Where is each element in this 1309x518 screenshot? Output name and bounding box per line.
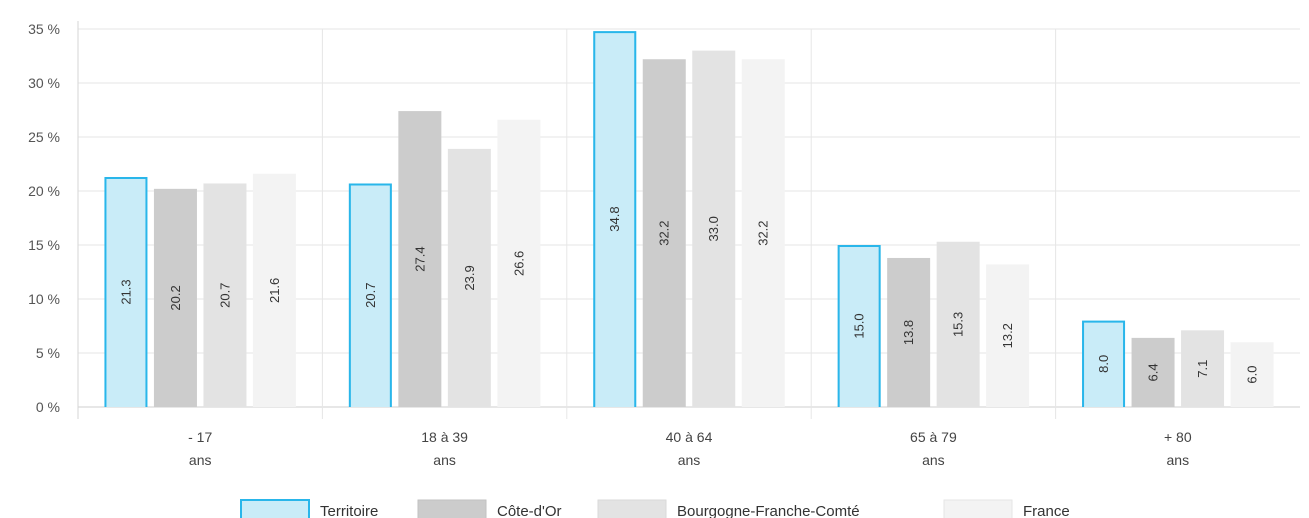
- bar-value-label: 20.7: [363, 283, 378, 308]
- bar-value-label: 6.4: [1146, 363, 1161, 381]
- x-tick-label: 65 à 79: [910, 429, 957, 445]
- bar: [1131, 337, 1175, 407]
- bar-value-label: 32.2: [657, 220, 672, 245]
- bar: [252, 173, 296, 407]
- legend: Territoire Côte-d'Or Bourgogne-Franche-Com…: [240, 499, 1070, 518]
- x-tick-label-unit: ans: [922, 452, 945, 468]
- legend-swatch: [417, 499, 487, 518]
- bar-value-label: 6.0: [1245, 366, 1260, 384]
- x-tick-label: 40 à 64: [666, 429, 713, 445]
- x-axis: - 17 ans 18 à 39 ans 40 à 64 ans 65 à 79 ans + 8…: [188, 429, 1192, 468]
- bar: [837, 245, 881, 407]
- bar: [104, 176, 148, 407]
- y-tick-label: 35 %: [28, 21, 60, 37]
- bar-value-label: 27.4: [412, 246, 427, 271]
- bar-value-label: 23.9: [462, 265, 477, 290]
- bar-value-label: 32.2: [756, 220, 771, 245]
- bar: [348, 183, 392, 407]
- bar: [936, 241, 980, 407]
- x-tick-label-unit: ans: [678, 452, 701, 468]
- legend-label: Côte-d'Or: [497, 503, 562, 518]
- bar: [986, 264, 1030, 407]
- bar-value-label: 26.6: [511, 251, 526, 276]
- y-tick-label: 0 %: [36, 399, 60, 415]
- y-tick-label: 30 %: [28, 75, 60, 91]
- legend-label: Bourgogne-Franche-Comté: [677, 503, 860, 518]
- y-tick-label: 5 %: [36, 345, 60, 361]
- bar-outline: [1082, 320, 1126, 407]
- bar: [398, 111, 442, 407]
- bar-outline: [104, 176, 148, 407]
- bar: [153, 188, 197, 407]
- y-tick-label: 25 %: [28, 129, 60, 145]
- bar: [1230, 342, 1274, 407]
- bar-value-label: 21.3: [118, 279, 133, 304]
- legend-swatch: [240, 499, 310, 518]
- bar: [497, 119, 541, 407]
- x-tick-label-unit: ans: [189, 452, 212, 468]
- bar-value-label: 21.6: [267, 278, 282, 303]
- bar-value-label: 15.3: [951, 312, 966, 337]
- x-tick-label-unit: ans: [433, 452, 456, 468]
- bar: [692, 50, 736, 407]
- x-tick-label-unit: ans: [1167, 452, 1190, 468]
- bar: [642, 59, 686, 408]
- legend-swatch: [597, 499, 667, 518]
- bar-value-label: 8.0: [1096, 355, 1111, 373]
- y-tick-label: 10 %: [28, 291, 60, 307]
- bar-outline: [593, 31, 637, 407]
- bar-value-label: 13.8: [901, 320, 916, 345]
- x-tick-label: + 80: [1164, 429, 1192, 445]
- bars: 21.3 20.2 20.7 21.6 20.7 27.4 23.9 26.6 34.8 32.2…: [104, 31, 1274, 408]
- x-tick-label: 18 à 39: [421, 429, 468, 445]
- bar-value-label: 33.0: [706, 216, 721, 241]
- legend-label: France: [1023, 503, 1070, 518]
- bar: [887, 257, 931, 407]
- bar-outline: [837, 245, 881, 407]
- bar: [203, 183, 247, 407]
- bar-value-label: 15.0: [852, 313, 867, 338]
- bar-value-label: 20.2: [168, 285, 183, 310]
- bar-value-label: 7.1: [1195, 360, 1210, 378]
- bar: [741, 59, 785, 408]
- bar-value-label: 13.2: [1000, 323, 1015, 348]
- bar-value-label: 20.7: [217, 283, 232, 308]
- bar: [1082, 320, 1126, 407]
- y-tick-label: 20 %: [28, 183, 60, 199]
- legend-label: Territoire: [320, 503, 378, 518]
- bar: [1181, 330, 1225, 407]
- legend-swatch: [943, 499, 1013, 518]
- x-tick-label: - 17: [188, 429, 212, 445]
- bar-outline: [348, 183, 392, 407]
- bar-value-label: 34.8: [607, 206, 622, 231]
- bar: [447, 148, 491, 407]
- bar: [593, 31, 637, 407]
- y-tick-label: 15 %: [28, 237, 60, 253]
- y-axis: 0 % 5 % 10 % 15 % 20 % 25 % 30 % 35 %: [28, 21, 60, 415]
